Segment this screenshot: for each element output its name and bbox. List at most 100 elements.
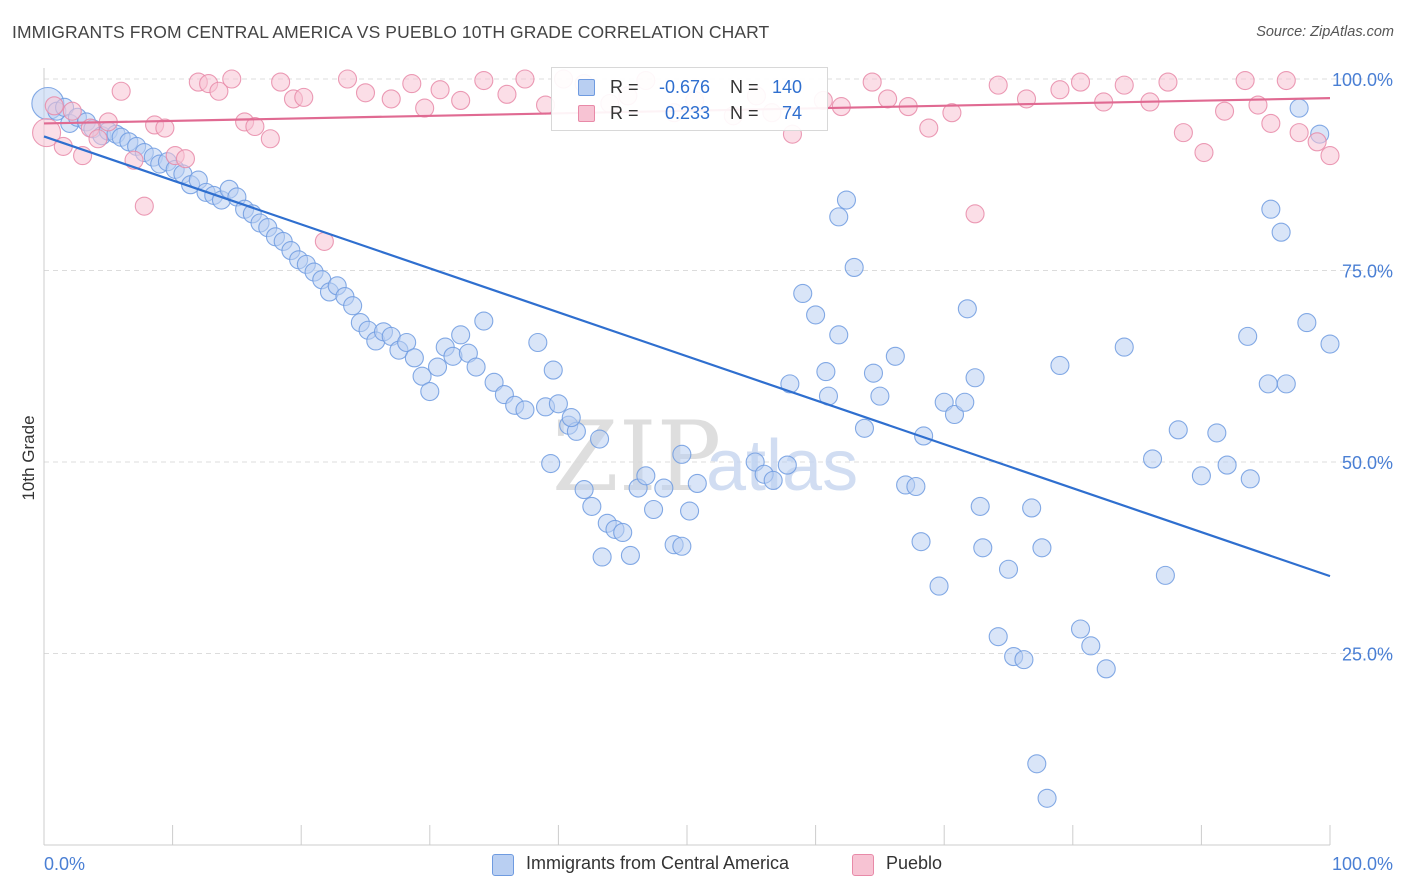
- stats-swatch-pink: [578, 105, 595, 122]
- central-america-point: [644, 499, 664, 520]
- stats-r-label: R =: [610, 103, 639, 123]
- central-america-point: [955, 392, 975, 412]
- central-america-point: [474, 311, 494, 331]
- central-america-point: [1289, 98, 1309, 118]
- central-america-point: [1050, 355, 1070, 376]
- central-america-point: [1258, 374, 1278, 394]
- pueblo-point: [862, 72, 882, 92]
- pueblo-point: [222, 69, 242, 89]
- central-america-point: [654, 478, 674, 498]
- central-america-point: [1261, 199, 1281, 219]
- pueblo-point: [245, 116, 265, 137]
- central-america-point: [466, 357, 486, 377]
- central-america-point: [1114, 337, 1134, 357]
- legend-label: Pueblo: [886, 853, 943, 873]
- central-america-point: [777, 455, 797, 475]
- central-america-point: [484, 372, 504, 392]
- central-america-point: [957, 299, 977, 319]
- pueblo-point: [1235, 70, 1255, 91]
- central-america-point: [906, 476, 926, 497]
- central-america-point: [443, 346, 463, 366]
- pueblo-point: [155, 118, 175, 138]
- central-america-point: [1155, 565, 1175, 585]
- central-america-point: [934, 392, 954, 412]
- central-america-point: [636, 466, 656, 486]
- central-america-point: [885, 346, 905, 366]
- trend-line-central-america: [43, 135, 1331, 578]
- pueblo-point: [988, 75, 1008, 95]
- pueblo-point: [271, 72, 291, 92]
- pueblo-point: [260, 129, 280, 149]
- central-america-point: [988, 627, 1008, 647]
- pueblo-point: [451, 90, 471, 110]
- stats-box: R = -0.676 N = 140 R = 0.233 N = 74: [551, 67, 828, 131]
- central-america-point: [680, 501, 700, 521]
- stats-n-value: 140: [771, 77, 802, 97]
- pueblo-point: [515, 69, 535, 89]
- central-america-point: [816, 362, 836, 382]
- pueblo-point: [1158, 72, 1178, 92]
- y-tick-label: 50.0%: [1342, 453, 1393, 473]
- central-america-point: [806, 305, 826, 325]
- pueblo-point: [294, 87, 314, 107]
- pueblo-point: [1194, 142, 1214, 163]
- central-america-point: [1238, 326, 1258, 346]
- pueblo-point: [1070, 72, 1091, 92]
- central-america-point: [929, 576, 949, 596]
- central-america-point: [1297, 313, 1317, 333]
- central-america-point: [1240, 469, 1260, 489]
- central-america-point: [1081, 636, 1101, 656]
- central-america-point: [970, 496, 990, 516]
- y-tick-label: 25.0%: [1342, 645, 1393, 665]
- pueblo-point: [134, 196, 154, 216]
- central-america-point: [965, 368, 985, 388]
- central-america-point: [582, 496, 602, 516]
- pueblo-point: [88, 129, 108, 149]
- pueblo-point: [1261, 113, 1281, 133]
- central-america-point: [1191, 466, 1211, 486]
- central-america-point: [1022, 498, 1042, 518]
- central-america-point: [914, 426, 934, 446]
- pueblo-point: [1173, 123, 1193, 143]
- pueblo-point: [919, 118, 939, 138]
- central-america-point: [793, 283, 813, 304]
- central-america-point: [620, 545, 640, 566]
- central-america-point: [451, 325, 471, 345]
- central-america-point: [672, 536, 692, 556]
- stats-r-value: -0.676: [658, 77, 710, 97]
- tick-labels: 25.0% 50.0% 75.0% 100.0% 0.0% 100.0%: [44, 70, 1393, 874]
- stats-row-central-america: R = -0.676 N = 140: [552, 75, 827, 101]
- pueblo-point: [942, 103, 962, 123]
- pueblo-point: [175, 149, 196, 169]
- central-america-point: [1070, 619, 1091, 639]
- pueblo-point: [62, 101, 82, 121]
- pueblo-point: [355, 83, 376, 103]
- stats-n-label: N =: [730, 103, 759, 123]
- central-america-point: [420, 381, 440, 402]
- pueblo-point: [1276, 70, 1296, 91]
- pueblo-point: [497, 84, 517, 104]
- central-america-point: [541, 453, 561, 474]
- source-label: Source: ZipAtlas.com: [1256, 24, 1394, 40]
- pueblo-point: [337, 69, 358, 89]
- central-america-point: [829, 325, 849, 345]
- central-america-point: [1217, 455, 1237, 475]
- axes: [43, 68, 1331, 846]
- y-axis-title: 10th Grade: [19, 415, 38, 500]
- central-america-point: [1096, 659, 1116, 679]
- central-america-point: [780, 374, 800, 394]
- central-america-point: [592, 547, 612, 567]
- central-america-point: [1168, 420, 1188, 440]
- central-america-point: [574, 480, 594, 500]
- central-america-point: [870, 386, 890, 406]
- central-america-point: [1276, 374, 1296, 394]
- pueblo-point: [44, 96, 64, 116]
- stats-r-label: R =: [610, 77, 639, 97]
- x-tick-label: 0.0%: [44, 854, 85, 874]
- central-america-point: [590, 429, 610, 449]
- central-america-point: [1142, 449, 1163, 469]
- chart-title: IMMIGRANTS FROM CENTRAL AMERICA VS PUEBL…: [12, 22, 770, 42]
- central-america-point: [1271, 222, 1291, 242]
- pueblo-point: [474, 70, 494, 91]
